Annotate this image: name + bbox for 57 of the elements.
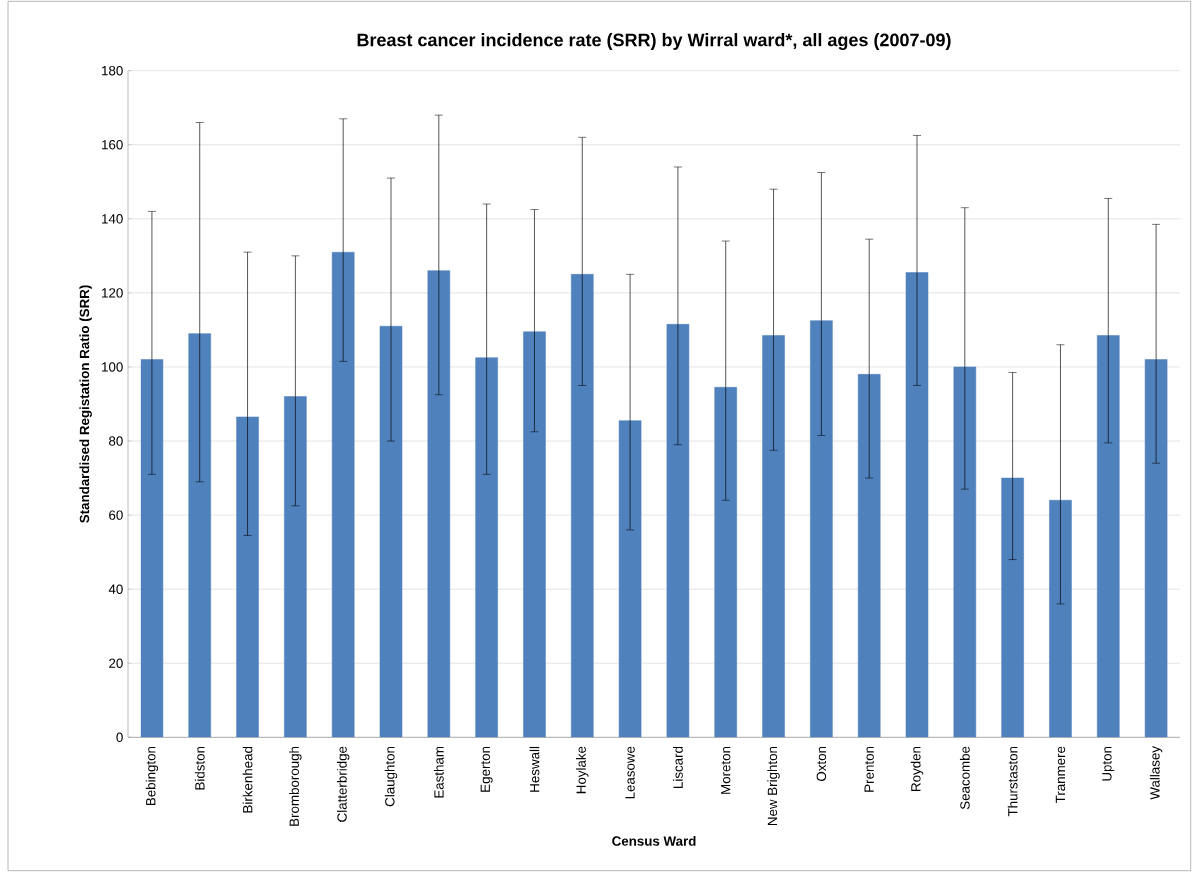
bar	[1001, 477, 1024, 738]
bar	[905, 272, 929, 738]
bar	[618, 420, 642, 738]
x-tick-label: Royden	[910, 746, 924, 791]
x-tick-label: Bromborough	[289, 746, 302, 826]
x-tick-label: Moreton	[721, 746, 731, 794]
bar	[379, 325, 403, 738]
x-tick-label: Clatterbridge	[336, 746, 350, 822]
bar	[188, 333, 211, 738]
x-tick-label: Bebington	[145, 746, 159, 806]
bar	[953, 366, 977, 738]
x-tick-label: Liscard	[673, 746, 683, 788]
y-tick-label: 180	[102, 65, 123, 76]
x-tick-label: Heswall	[529, 746, 540, 792]
y-tick-label: 120	[102, 288, 123, 298]
y-tick-label: 20	[109, 658, 123, 668]
chart-title: Breast cancer incidence rate (SRR) by Wirral ward*, all ages (2007-09)	[357, 33, 951, 50]
bar	[714, 387, 737, 738]
x-tick-label: Prenton	[864, 746, 874, 792]
bar	[236, 416, 259, 738]
x-tick-label: Leasowe	[625, 746, 635, 799]
x-tick-label: Hoylake	[576, 746, 589, 794]
bar	[810, 320, 833, 738]
x-tick-label: Tranmere	[1055, 746, 1066, 804]
x-tick-label: Seacombe	[959, 746, 970, 810]
bar	[140, 359, 164, 738]
y-axis-title: Standardised Registation Ratio (SRR)	[79, 285, 92, 523]
x-tick-label: Birkenhead	[242, 746, 253, 813]
y-tick-label: 60	[109, 510, 123, 520]
x-tick-label: New Brighton	[767, 746, 780, 825]
bar	[331, 251, 355, 738]
x-axis-title: Census Ward	[612, 835, 696, 846]
bar	[666, 324, 690, 738]
bar	[571, 274, 594, 738]
x-tick-label: Claughton	[384, 746, 398, 807]
bar	[427, 270, 451, 738]
bar	[1049, 500, 1072, 738]
bar	[475, 357, 498, 738]
bar	[1144, 359, 1168, 738]
y-tick-label: 80	[109, 436, 123, 446]
bar	[857, 374, 881, 738]
x-tick-label: Wallasey	[1149, 746, 1163, 800]
bar	[1097, 335, 1120, 738]
x-tick-label: Eastham	[433, 746, 444, 798]
y-tick-label: 100	[102, 362, 123, 372]
bar	[284, 396, 307, 738]
bar	[523, 331, 546, 738]
x-tick-label: Oxton	[816, 746, 827, 781]
x-tick-label: Upton	[1102, 746, 1115, 781]
x-tick-label: Thurstaston	[1007, 746, 1018, 817]
y-tick-label: 140	[102, 214, 123, 224]
y-tick-label: 0	[116, 732, 123, 743]
x-tick-label: Egerton	[480, 746, 493, 792]
y-tick-label: 40	[108, 584, 123, 594]
bar	[762, 335, 785, 738]
y-tick-label: 160	[102, 140, 123, 150]
x-tick-label: Bidston	[194, 746, 205, 790]
